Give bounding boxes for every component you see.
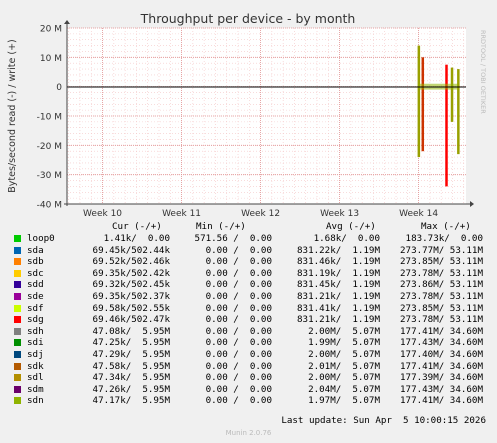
y-tick-label: -10 M — [37, 113, 62, 123]
y-ticks: 20 M 10 M 0 -10 M -20 M -30 M -40 M — [37, 25, 63, 211]
rrdtool-credit: RRDTOOL / TOBI OETIKER — [479, 30, 487, 114]
x-tick-label: Week 12 — [241, 209, 280, 219]
x-tick-label: Week 11 — [162, 209, 201, 219]
y-tick-label: -20 M — [37, 142, 62, 152]
y-axis-arrow — [64, 20, 70, 24]
y-tick-label: 10 M — [40, 54, 62, 64]
y-tick-label: 0 — [56, 83, 62, 93]
x-tick-label: Week 13 — [320, 209, 359, 219]
x-tick-label: Week 10 — [83, 209, 122, 219]
series-spike — [457, 69, 460, 155]
series-spike — [445, 64, 448, 187]
chart-title: Throughput per device - by month — [140, 11, 356, 26]
y-axis-label: Bytes/second read (-) / write (+) — [7, 39, 18, 193]
y-tick-label: -40 M — [37, 201, 62, 211]
series-spike — [450, 67, 454, 122]
series-spike — [421, 57, 425, 152]
x-tick-label: Week 14 — [399, 209, 438, 219]
y-tick-label: 20 M — [40, 25, 62, 35]
y-tick-label: -30 M — [37, 171, 62, 181]
x-axis-arrow — [470, 201, 474, 207]
x-ticks: Week 10 Week 11 Week 12 Week 13 Week 14 — [83, 209, 438, 219]
series-spike — [417, 45, 421, 158]
